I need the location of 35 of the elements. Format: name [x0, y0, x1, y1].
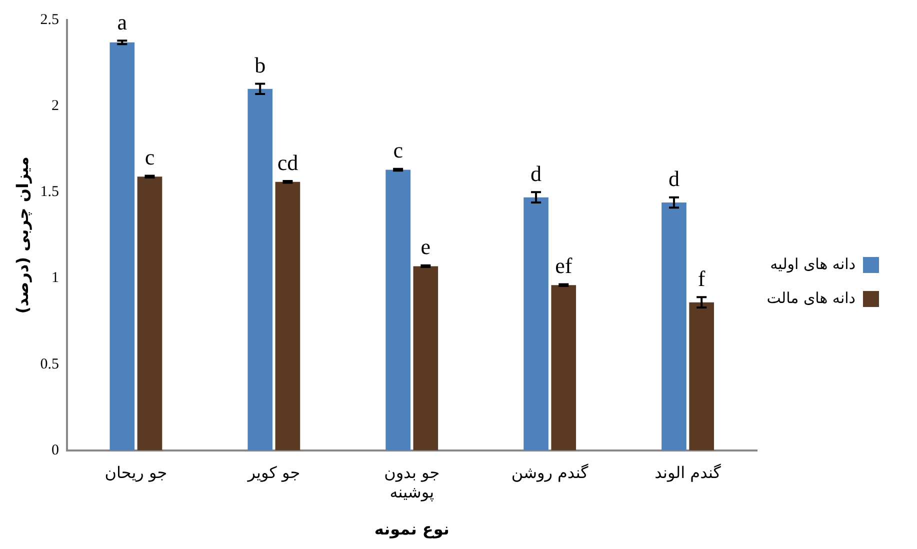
annotation: a — [117, 9, 128, 34]
bar — [413, 266, 438, 450]
annotation: d — [668, 166, 680, 192]
annotation: c — [144, 144, 155, 170]
bar — [524, 197, 548, 450]
x-axis-title: نوع نمونه — [374, 520, 450, 539]
annotation: cd — [277, 150, 298, 175]
y-axis-title: میزان چربی (درصد) — [12, 156, 32, 314]
bar — [137, 176, 162, 450]
annotation: b — [254, 52, 266, 78]
bar — [662, 202, 686, 450]
bar — [551, 285, 576, 450]
y-tick-label: 2.5 — [40, 12, 59, 28]
x-tick-label: جو ریحان — [104, 463, 168, 482]
bar — [386, 170, 410, 450]
annotation: ef — [555, 253, 573, 278]
y-tick-label: 1.5 — [40, 184, 59, 200]
annotation: f — [698, 266, 706, 291]
legend-label: دانه های اولیه — [770, 254, 856, 273]
annotation: d — [530, 160, 542, 186]
bar — [689, 302, 714, 450]
y-tick-label: 0.5 — [40, 356, 59, 372]
bar — [248, 88, 273, 450]
x-tick-label: گندم روشن — [511, 463, 589, 482]
x-tick-label: گندم الوند — [654, 463, 722, 482]
bar — [275, 182, 300, 450]
bar — [110, 42, 135, 450]
y-tick-label: 1 — [51, 270, 59, 286]
x-tick-label: جو بدون پوشینه — [384, 463, 440, 502]
legend-label: دانه های مالت — [766, 288, 856, 307]
y-tick-label: 2 — [51, 98, 59, 114]
x-tick-label: جو کویر — [246, 463, 300, 482]
annotation: e — [420, 234, 431, 260]
y-tick-label: 0 — [51, 442, 59, 458]
annotation: c — [393, 138, 404, 163]
